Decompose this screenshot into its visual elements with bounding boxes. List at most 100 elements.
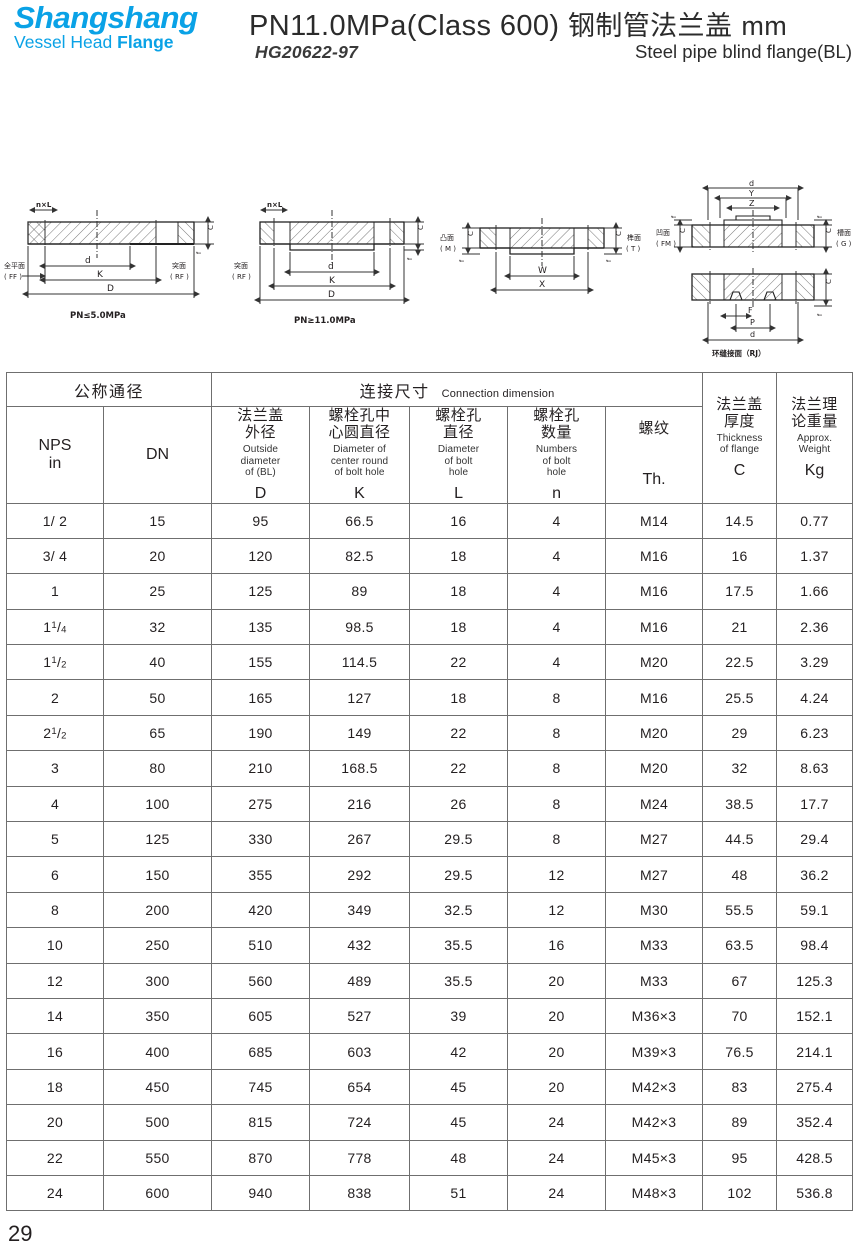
- svg-text:C: C: [825, 279, 833, 284]
- cell-d: 275: [211, 785, 311, 823]
- svg-text:n×L: n×L: [267, 201, 283, 209]
- cell-l: 18: [409, 608, 509, 646]
- cell-kg: 3.29: [776, 644, 854, 681]
- cell-nps: 24: [6, 1174, 104, 1212]
- column-header-outside-diameter: 法兰盖 外径 Outside diameter of (BL) D: [211, 406, 311, 504]
- cell-d: 815: [211, 1104, 311, 1141]
- svg-text:Z: Z: [749, 199, 755, 208]
- cell-l: 45: [409, 1068, 509, 1106]
- table-row: 21/2 65 190 149 22 8 M20 29 6.23: [6, 714, 854, 752]
- cell-c: 95: [702, 1139, 778, 1176]
- cell-th: M30: [605, 891, 704, 929]
- svg-text:P: P: [750, 318, 755, 327]
- cell-dn: 40: [102, 644, 213, 681]
- title-unit: mm: [741, 11, 788, 41]
- svg-text:C: C: [679, 228, 687, 233]
- table-row: 3/ 4 20 120 82.5 18 4 M16 16 1.37: [6, 537, 854, 575]
- svg-text:C: C: [615, 231, 623, 236]
- cell-nps: 2: [6, 679, 104, 716]
- group-header-connection-dimension: 连接尺寸 Connection dimension: [211, 372, 704, 407]
- cell-n: 4: [507, 608, 607, 646]
- cell-n: 20: [507, 962, 607, 999]
- cell-n: 12: [507, 856, 607, 893]
- cell-kg: 17.7: [776, 785, 854, 823]
- cell-dn: 125: [102, 821, 213, 858]
- cell-l: 26: [409, 785, 509, 823]
- logo-brand-name: Shangshang: [14, 0, 198, 35]
- cell-dn: 300: [102, 962, 213, 999]
- cell-k: 349: [309, 891, 411, 929]
- cell-dn: 450: [102, 1068, 213, 1106]
- svg-text:f: f: [407, 257, 414, 260]
- cell-l: 35.5: [409, 927, 509, 964]
- cell-n: 8: [507, 750, 607, 787]
- column-header-weight: 法兰理 论重量 Approx. Weight Kg: [776, 372, 854, 504]
- col-weight-en: Approx. Weight: [796, 432, 833, 456]
- table-row: 6 150 355 292 29.5 12 M27 48 36.2: [6, 856, 854, 893]
- face-label-m-code: ( M ): [440, 245, 456, 253]
- face-label-ff-code: ( FF ): [4, 273, 22, 281]
- cell-n: 12: [507, 891, 607, 929]
- cell-nps: 20: [6, 1104, 104, 1141]
- cell-c: 70: [702, 997, 778, 1035]
- table-row: 14 350 605 527 39 20 M36×3 70 152.1: [6, 997, 854, 1035]
- cell-k: 98.5: [309, 608, 411, 646]
- diagram-caption-rf: PN≥11.0MPa: [294, 316, 356, 326]
- cell-kg: 36.2: [776, 856, 854, 893]
- cell-n: 24: [507, 1174, 607, 1212]
- face-label-rf-cn: 突面: [172, 261, 186, 270]
- cell-nps: 3/ 4: [6, 537, 104, 575]
- cell-l: 22: [409, 714, 509, 752]
- cell-kg: 152.1: [776, 997, 854, 1035]
- cell-c: 29: [702, 714, 778, 752]
- diagram-caption-rj: 环缝接面（RJ）: [712, 348, 766, 358]
- cell-nps: 11/4: [6, 608, 104, 646]
- cell-k: 127: [309, 679, 411, 716]
- cell-n: 4: [507, 573, 607, 610]
- cell-n: 24: [507, 1104, 607, 1141]
- cell-dn: 400: [102, 1033, 213, 1070]
- cell-th: M33: [605, 927, 704, 964]
- logo-tagline-part1: Vessel Head: [14, 32, 113, 52]
- cell-th: M39×3: [605, 1033, 704, 1070]
- column-header-bolt-hole-count: 螺栓孔 数量 Numbers of bolt hole n: [507, 406, 607, 504]
- cell-l: 16: [409, 502, 509, 539]
- table-row: 10 250 510 432 35.5 16 M33 63.5 98.4: [6, 927, 854, 964]
- table-row: 2 50 165 127 18 8 M16 25.5 4.24: [6, 679, 854, 716]
- cell-dn: 100: [102, 785, 213, 823]
- cell-c: 67: [702, 962, 778, 999]
- face-label-m-cn: 凸面: [440, 234, 454, 242]
- cell-c: 21: [702, 608, 778, 646]
- cell-n: 8: [507, 785, 607, 823]
- cell-c: 32: [702, 750, 778, 787]
- cell-kg: 59.1: [776, 891, 854, 929]
- face-label-ff-cn: 全平面: [4, 261, 25, 270]
- cell-dn: 550: [102, 1139, 213, 1176]
- cell-d: 210: [211, 750, 311, 787]
- svg-text:D: D: [107, 284, 114, 294]
- cell-l: 18: [409, 573, 509, 610]
- cell-dn: 600: [102, 1174, 213, 1212]
- diagram-male-tongue: W X C f C f 凸面 ( M ) 榫面 ( T ): [440, 180, 654, 360]
- col-nps-label: NPS: [38, 436, 72, 454]
- cell-kg: 428.5: [776, 1139, 854, 1176]
- cell-d: 165: [211, 679, 311, 716]
- diagram-groove-ringjoint: d Y Z C f C f C f F P d 凹面 ( FM ) 槽面 ( G…: [656, 180, 856, 360]
- cell-l: 18: [409, 679, 509, 716]
- cell-th: M48×3: [605, 1174, 704, 1212]
- col-n-symbol: n: [552, 484, 561, 502]
- table-body: 1/ 2 15 95 66.5 16 4 M14 14.5 0.77 3/ 4 20 120 82.5 1…: [6, 502, 854, 1212]
- company-logo: Shangshang Vessel Head Flange: [14, 2, 210, 52]
- cell-k: 527: [309, 997, 411, 1035]
- svg-text:d: d: [85, 256, 91, 266]
- column-header-bolt-circle: 螺栓孔中 心圆直径 Diameter of center round of bolt …: [309, 406, 411, 504]
- cell-kg: 275.4: [776, 1068, 854, 1106]
- cell-th: M16: [605, 679, 704, 716]
- svg-text:D: D: [328, 290, 335, 300]
- table-group-header-row: 公称通径 连接尺寸 Connection dimension 法兰盖 厚度 Thic…: [5, 372, 854, 504]
- svg-text:f: f: [817, 215, 824, 218]
- cell-k: 168.5: [309, 750, 411, 787]
- col-d-en: Outside diameter of (BL): [240, 444, 281, 478]
- cell-d: 510: [211, 927, 311, 964]
- cell-kg: 29.4: [776, 821, 854, 858]
